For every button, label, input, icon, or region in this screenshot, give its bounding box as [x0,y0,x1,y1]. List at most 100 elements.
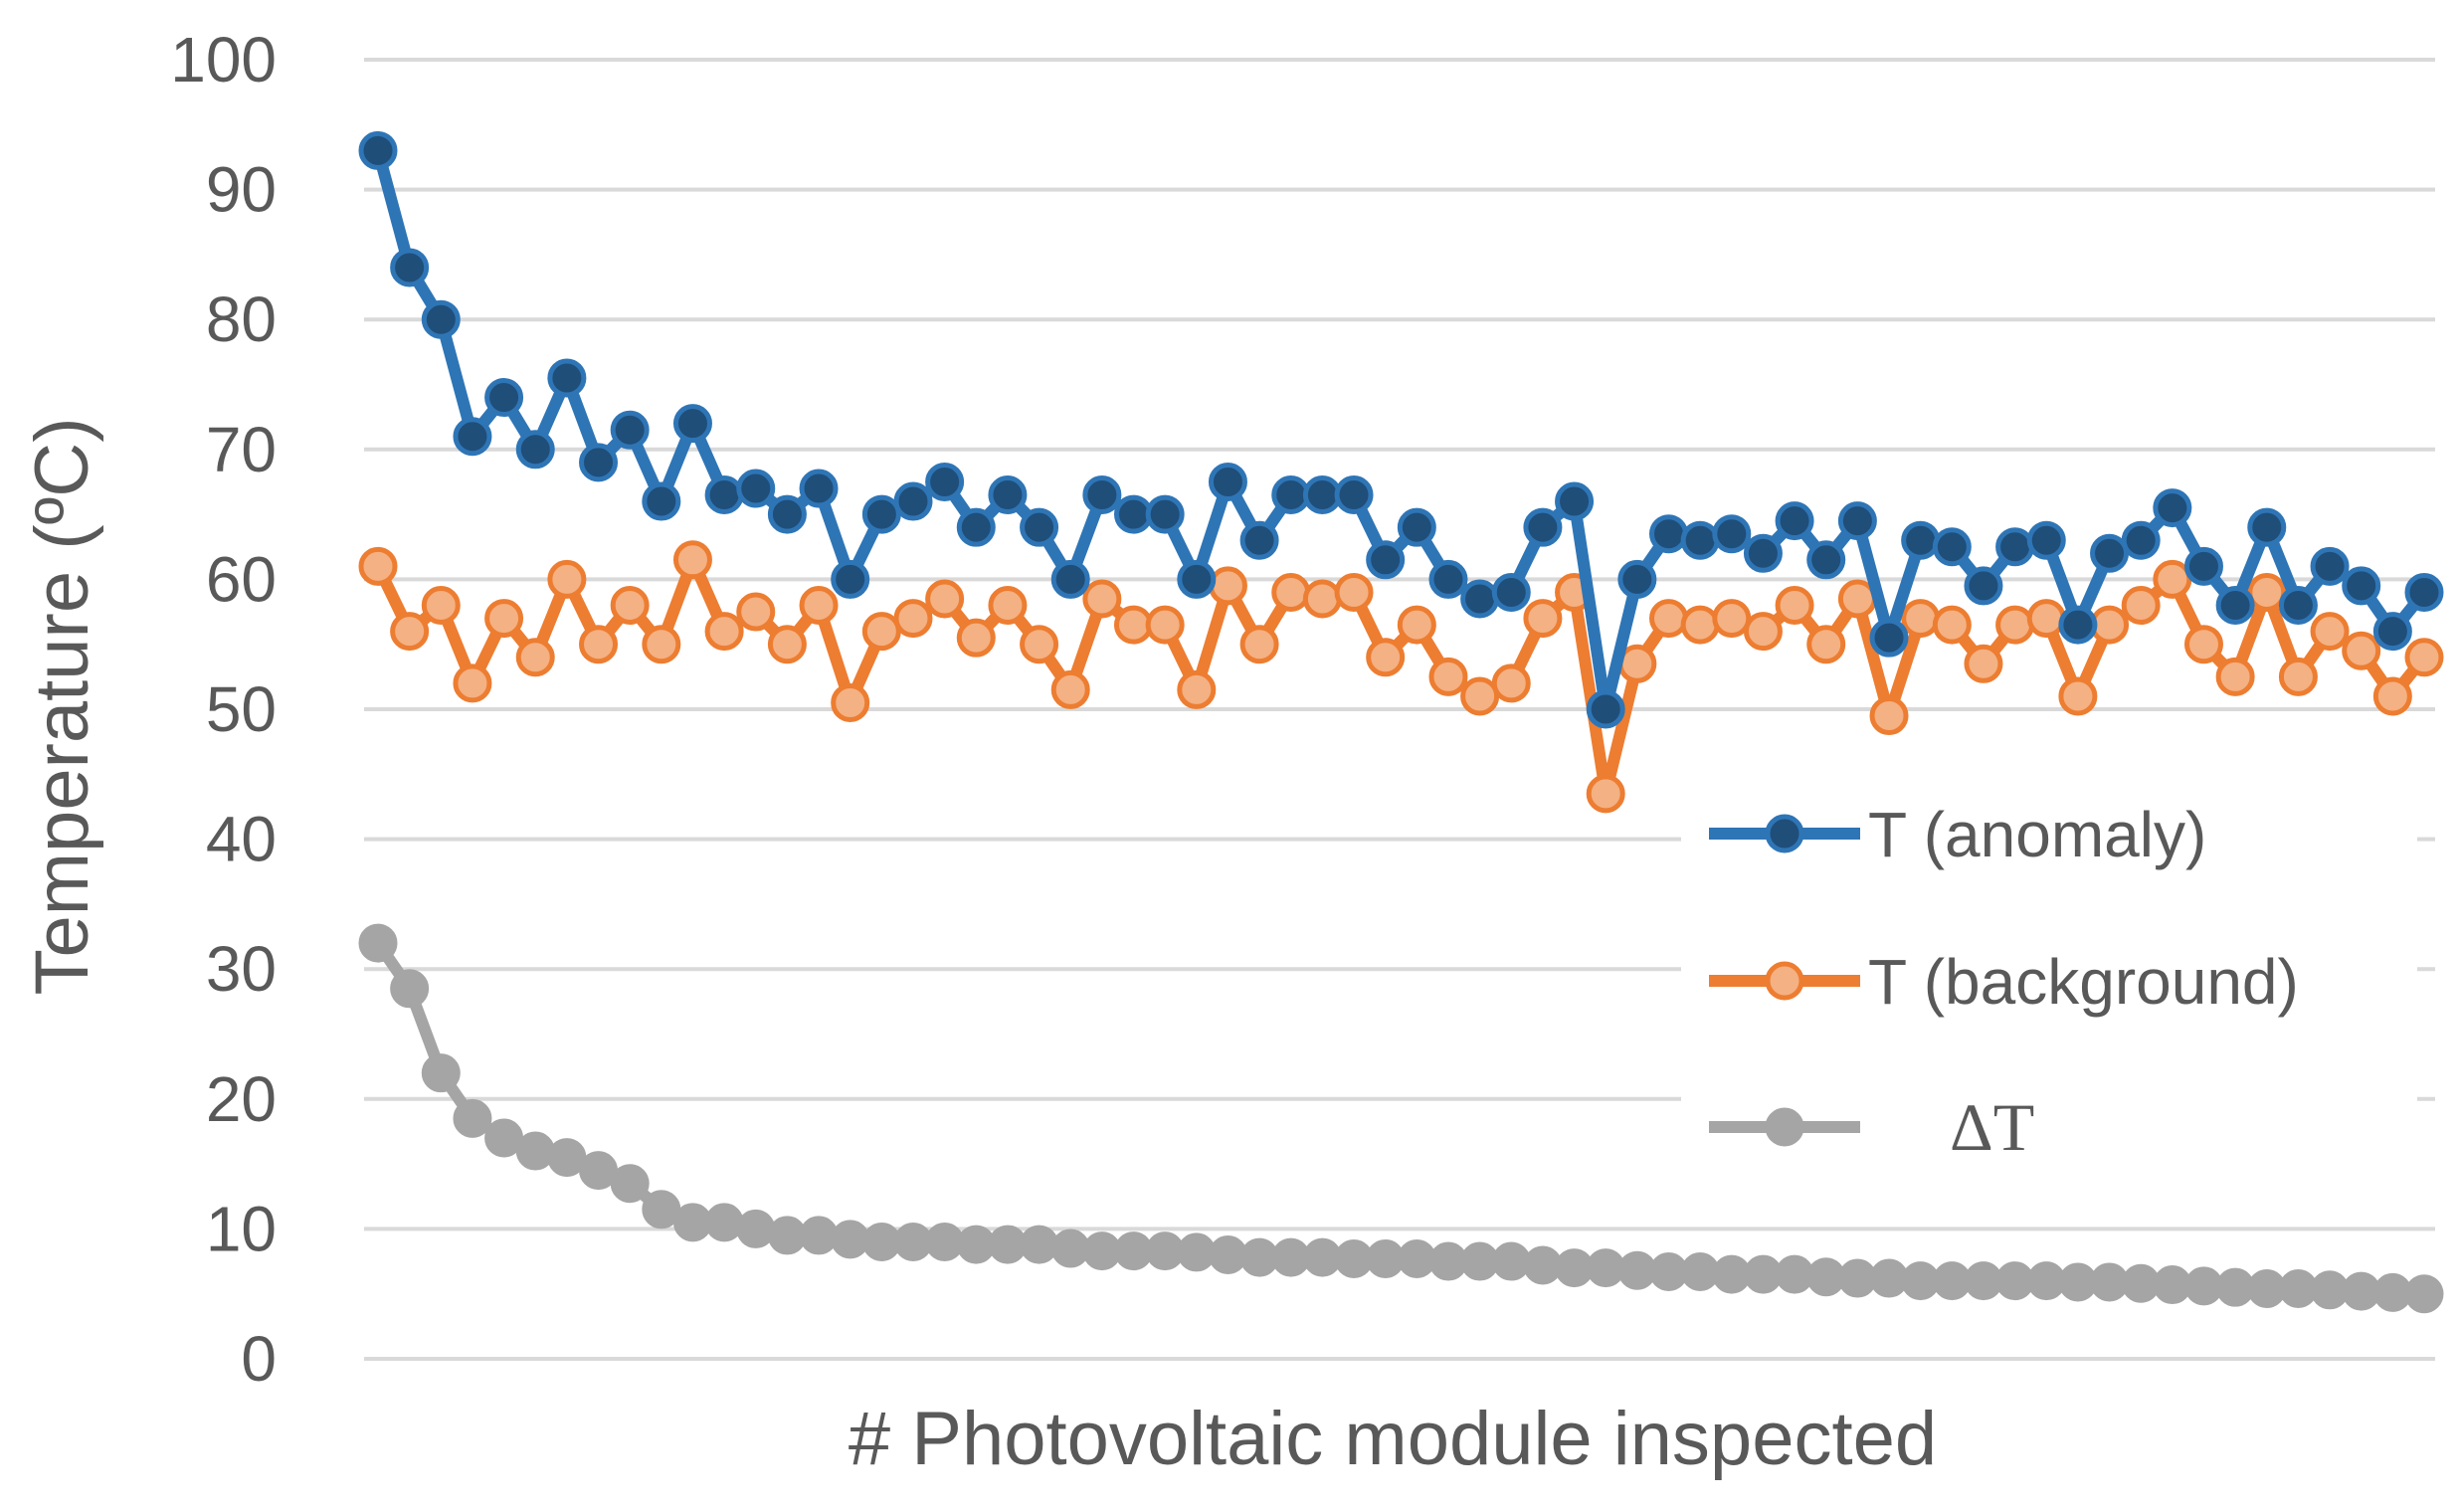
data-point-delta-t [925,1222,965,1261]
y-tick-label: 90 [206,154,277,226]
data-point-t-anomaly [2183,546,2223,586]
data-point-delta-t [642,1190,681,1229]
data-point-t-background [704,612,744,652]
data-point-delta-t [1208,1235,1247,1275]
data-point-t-anomaly [1145,494,1185,534]
y-axis-tick-labels: 0 10 20 30 40 50 60 70 80 90 100 [170,24,277,1395]
data-point-t-anomaly [1428,559,1468,599]
data-point-t-anomaly [1932,527,1972,567]
data-point-t-anomaly [453,417,492,457]
data-point-t-background [1239,625,1279,664]
data-point-t-anomaly [547,358,587,398]
data-point-t-background [1114,605,1154,645]
y-tick-label: 60 [206,543,277,615]
data-point-t-background [1491,663,1531,703]
data-point-delta-t [2121,1263,2161,1303]
data-point-t-background [2247,572,2287,612]
data-point-t-background [1523,599,1563,639]
data-point-t-anomaly [704,475,744,515]
data-point-t-anomaly [1617,559,1657,599]
data-point-t-background [1806,625,1846,664]
data-point-t-background [1932,605,1972,645]
series-t-anomaly [358,130,2444,729]
data-point-t-anomaly [1334,475,1374,515]
y-tick-label: 10 [206,1193,277,1264]
data-point-t-anomaly [2278,586,2318,626]
data-point-t-background [988,586,1028,626]
data-point-t-anomaly [1460,579,1500,619]
legend: T (anomaly) T (background) ΔT [1681,786,2417,1204]
data-point-delta-t [2278,1268,2318,1308]
data-point-t-anomaly [1964,566,2003,606]
y-tick-label: 100 [170,24,277,95]
data-point-t-background [1995,605,2035,645]
data-point-delta-t [1239,1237,1279,1277]
data-point-t-background [1586,774,1625,814]
data-point-t-background [2342,631,2381,670]
data-point-t-anomaly [925,462,965,501]
data-point-delta-t [1491,1241,1531,1281]
data-point-delta-t [1712,1254,1752,1294]
data-point-delta-t [1837,1258,1877,1298]
data-point-t-background [1302,579,1342,619]
data-point-t-background [1428,657,1468,696]
series-delta-t [358,923,2444,1314]
data-point-t-anomaly [1806,540,1846,580]
y-tick-label: 30 [206,933,277,1005]
data-point-t-background [1082,579,1122,619]
data-point-t-anomaly [2404,572,2444,612]
data-point-t-background [1177,669,1217,709]
data-point-delta-t [1964,1261,2003,1301]
data-point-t-anomaly [1586,689,1625,729]
data-point-delta-t [988,1225,1028,1264]
series-line-t-background [372,553,2430,800]
data-point-delta-t [1460,1241,1500,1281]
data-point-t-anomaly [1837,501,1877,541]
data-point-t-anomaly [988,475,1028,515]
data-point-t-anomaly [1523,507,1563,547]
data-point-delta-t [1114,1231,1154,1271]
data-point-t-anomaly [1302,475,1342,515]
data-point-delta-t [2342,1271,2381,1311]
data-point-t-background [2183,625,2223,664]
y-tick-label: 20 [206,1063,277,1135]
data-point-delta-t [672,1203,712,1242]
data-point-t-anomaly [484,378,524,418]
data-point-delta-t [1145,1231,1185,1271]
data-point-t-background [579,625,619,664]
data-point-t-background [515,638,555,677]
data-point-t-background [2372,676,2412,716]
data-point-delta-t [704,1203,744,1242]
data-point-delta-t [515,1131,555,1171]
data-point-t-background [547,559,587,599]
data-point-delta-t [2183,1266,2223,1306]
data-point-t-background [1208,566,1247,606]
data-point-t-background [799,586,839,626]
data-point-t-background [1901,599,1941,639]
data-point-t-anomaly [1901,520,1941,560]
data-point-delta-t [2372,1272,2412,1312]
data-point-delta-t [1869,1258,1909,1298]
data-point-t-background [610,586,650,626]
data-point-t-background [2026,599,2066,639]
data-point-t-anomaly [1020,507,1059,547]
data-point-t-background [831,682,870,722]
data-point-t-anomaly [2058,605,2098,645]
data-point-t-background [2058,676,2098,716]
data-point-t-background [1271,572,1311,612]
data-point-t-anomaly [1491,572,1531,612]
legend-marker-delta-t [1765,1107,1804,1147]
data-point-t-background [1743,612,1783,652]
data-point-delta-t [1617,1250,1657,1290]
data-point-delta-t [893,1222,933,1261]
data-point-t-background [2153,559,2192,599]
data-point-delta-t [831,1220,870,1259]
data-point-t-anomaly [1775,501,1814,541]
data-point-delta-t [421,1053,461,1093]
data-point-t-anomaly [831,559,870,599]
data-point-t-anomaly [1869,618,1909,658]
data-point-t-anomaly [1366,540,1406,580]
data-point-t-anomaly [893,481,933,521]
legend-label-delta-t: ΔT [1950,1089,2034,1165]
data-point-t-background [484,599,524,639]
